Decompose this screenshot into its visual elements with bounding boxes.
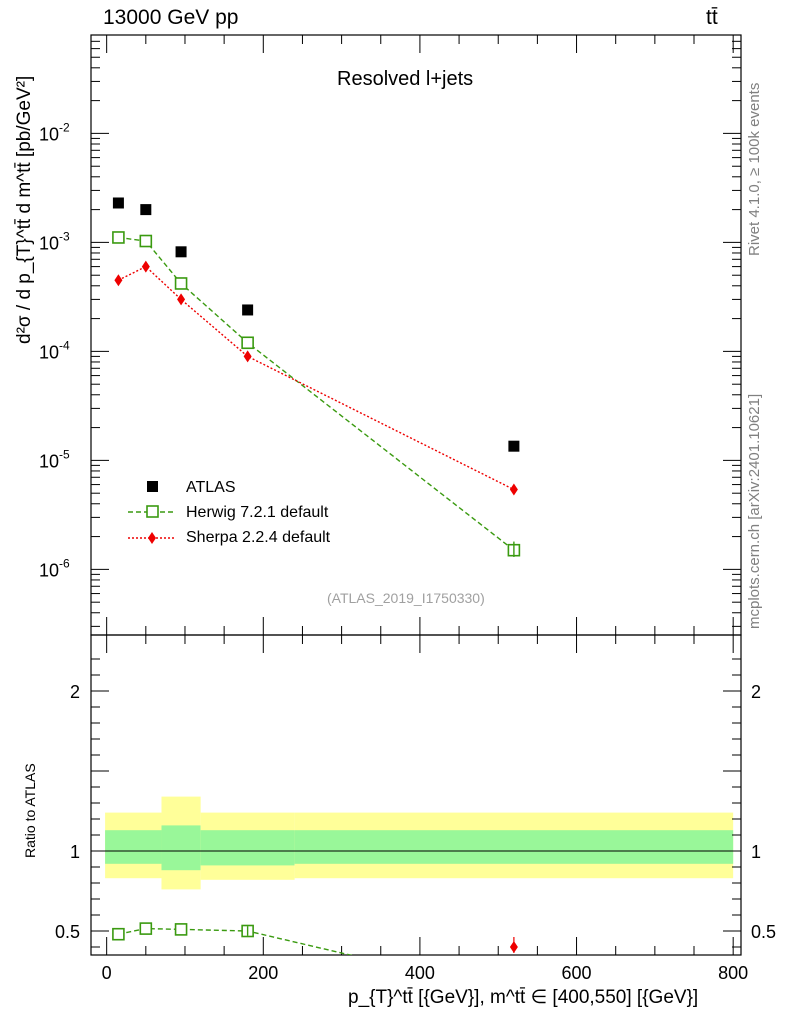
sherpa-point	[509, 483, 518, 496]
ratio-y-tick-label: 2	[70, 682, 80, 702]
ratio-y-axis-label: Ratio to ATLAS	[22, 763, 38, 858]
beam-label: 13000 GeV pp	[103, 6, 239, 29]
herwig-point	[139, 234, 153, 248]
x-tick-label: 400	[405, 963, 435, 983]
main-y-tick-label: 10-3	[39, 229, 70, 253]
sherpa-point	[177, 293, 186, 306]
legend-atlas-marker	[147, 481, 158, 492]
ratio-herwig-point	[174, 923, 188, 936]
legend-herwig-label: Herwig 7.2.1 default	[186, 504, 329, 521]
ratio-y-tick-label-right: 1	[751, 842, 761, 862]
ratio-y-tick-label: 0.5	[55, 922, 80, 942]
ratio-herwig-point	[112, 927, 125, 941]
ratio-band-inner	[200, 830, 295, 866]
x-tick-label: 800	[718, 963, 748, 983]
herwig-point	[241, 336, 254, 350]
ratio-band-inner	[294, 830, 734, 864]
ratio-band-inner	[105, 830, 162, 864]
ratio-plot-frame	[90, 634, 742, 956]
ratio-y-tick-label-right: 2	[751, 682, 761, 702]
process-label: tt̄	[706, 6, 718, 29]
sherpa-point	[141, 260, 150, 273]
legend-atlas-label: ATLAS	[186, 479, 236, 496]
main-y-tick-label: 10-2	[39, 120, 70, 144]
x-tick-label: 0	[102, 963, 112, 983]
ratio-band-inner	[161, 825, 201, 871]
atlas-point	[112, 197, 124, 209]
legend-sherpa-marker	[148, 532, 156, 544]
legend-herwig-marker	[146, 505, 159, 518]
x-axis-label: p_{T}^tt̄ [{GeV}], m^tt̄ ∈ [400,550] [{G…	[348, 987, 699, 1008]
herwig-point	[174, 277, 188, 290]
chart-title: Resolved l+jets	[337, 68, 474, 90]
ratio-y-tick-label-right: 0.5	[751, 922, 776, 942]
atlas-point	[508, 440, 520, 452]
main-y-tick-label: 10-5	[39, 447, 70, 471]
ratio-y-tick-label: 1	[70, 842, 80, 862]
sherpa-point	[114, 274, 123, 287]
sherpa-line	[118, 265, 515, 491]
x-tick-label: 600	[562, 963, 592, 983]
x-tick-label: 200	[248, 963, 278, 983]
herwig-point	[112, 231, 125, 244]
rivet-version-label: Rivet 4.1.0, ≥ 100k events	[746, 82, 763, 256]
atlas-point	[175, 246, 187, 258]
atlas-point	[242, 304, 254, 316]
ratio-herwig-line	[118, 927, 354, 955]
legend-sherpa-label: Sherpa 2.2.4 default	[186, 529, 331, 546]
main-y-tick-label: 10-4	[39, 338, 70, 362]
main-y-axis-label: d²σ / d p_{T}^tt̄ d m^tt̄ [pb/GeV²]	[14, 75, 35, 344]
main-y-tick-label: 10-6	[39, 556, 70, 580]
ratio-herwig-point	[139, 922, 153, 935]
sherpa-point	[243, 350, 252, 363]
analysis-label: (ATLAS_2019_I1750330)	[327, 590, 485, 606]
mcplots-label: mcplots.cern.ch [arXiv:2401.10621]	[746, 393, 763, 629]
atlas-point	[140, 204, 152, 216]
